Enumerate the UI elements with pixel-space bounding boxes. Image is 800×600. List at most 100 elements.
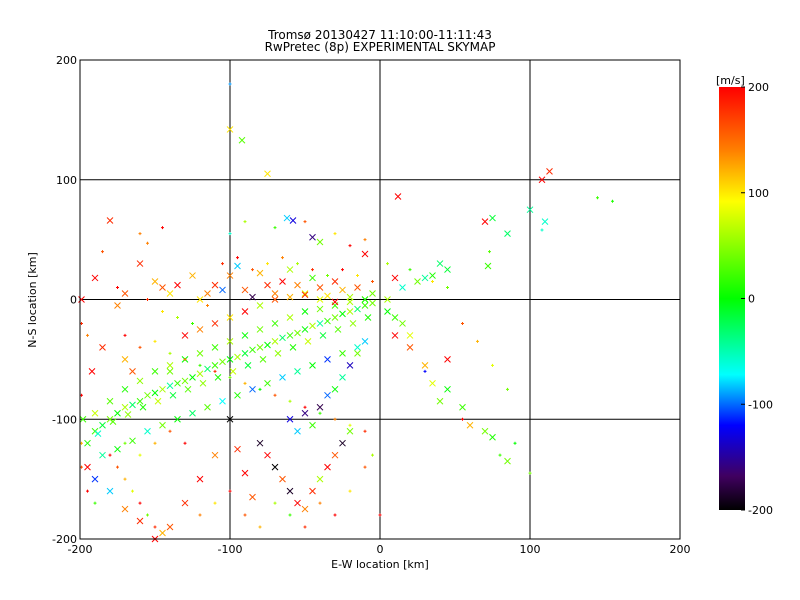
data-point xyxy=(333,417,337,421)
data-point xyxy=(364,314,372,321)
data-point xyxy=(84,463,91,471)
data-point xyxy=(249,293,256,301)
data-point xyxy=(311,268,314,272)
data-point xyxy=(271,296,279,303)
data-point xyxy=(241,469,249,477)
y-tick-label: 200 xyxy=(56,54,77,67)
data-point xyxy=(538,176,546,184)
data-point xyxy=(363,429,367,433)
data-point xyxy=(461,321,464,325)
data-point xyxy=(506,387,509,391)
data-point xyxy=(139,403,147,411)
data-point xyxy=(504,230,511,237)
data-point xyxy=(189,272,196,279)
data-point xyxy=(286,415,294,423)
data-point xyxy=(189,373,196,381)
data-point xyxy=(99,451,106,459)
data-point xyxy=(273,501,277,505)
data-point xyxy=(354,350,361,357)
data-point xyxy=(361,250,369,258)
x-tick-label: 200 xyxy=(670,543,691,556)
x-axis-label: E-W location [km] xyxy=(331,558,429,571)
data-point xyxy=(346,362,354,369)
data-point xyxy=(431,280,434,284)
colorbar-tick-label: -100 xyxy=(748,398,773,411)
data-point xyxy=(189,409,196,417)
data-point xyxy=(273,393,277,397)
data-point xyxy=(129,437,136,445)
data-point xyxy=(286,293,294,301)
data-point xyxy=(226,338,234,345)
data-point xyxy=(136,517,144,525)
data-point xyxy=(288,513,292,517)
data-point xyxy=(181,332,189,339)
data-point xyxy=(356,274,359,278)
data-point xyxy=(79,415,87,423)
data-point xyxy=(196,296,204,303)
data-point xyxy=(99,421,106,429)
data-point xyxy=(166,382,174,390)
y-axis-label: N-S location [km] xyxy=(26,252,39,348)
data-point xyxy=(309,274,316,282)
data-point xyxy=(241,308,249,315)
data-point xyxy=(138,453,142,457)
data-point xyxy=(286,487,294,495)
data-point xyxy=(429,379,436,387)
data-point xyxy=(301,308,309,315)
data-point xyxy=(369,299,376,307)
data-point xyxy=(86,489,89,493)
y-tick-label: -100 xyxy=(52,413,77,426)
data-point xyxy=(339,373,346,381)
data-point xyxy=(249,385,256,393)
data-point xyxy=(249,346,256,354)
data-point xyxy=(528,471,532,475)
data-point xyxy=(281,256,284,260)
data-point xyxy=(339,439,346,447)
data-point xyxy=(153,525,157,529)
data-point xyxy=(301,505,309,513)
data-point xyxy=(243,381,247,385)
data-point xyxy=(266,262,269,266)
data-point xyxy=(361,338,369,345)
data-point xyxy=(406,332,414,339)
data-point xyxy=(153,339,157,343)
data-point xyxy=(271,290,279,297)
data-point xyxy=(526,206,534,214)
data-point xyxy=(436,397,444,405)
data-point xyxy=(151,278,159,285)
x-tick-label: -200 xyxy=(68,543,93,556)
data-point xyxy=(196,326,204,333)
data-point xyxy=(99,344,106,351)
data-point xyxy=(196,475,204,483)
data-point xyxy=(176,315,179,319)
data-point xyxy=(114,302,121,309)
data-point xyxy=(256,326,264,333)
data-point xyxy=(226,356,234,363)
data-point xyxy=(294,329,301,337)
data-point xyxy=(229,367,237,375)
data-point xyxy=(228,82,232,86)
data-point xyxy=(91,409,99,417)
data-point xyxy=(294,427,301,435)
data-point xyxy=(174,281,181,289)
data-point xyxy=(303,220,307,224)
data-point xyxy=(481,218,489,226)
data-point xyxy=(221,262,224,266)
data-point xyxy=(371,280,374,284)
data-point xyxy=(484,262,492,270)
data-point xyxy=(264,341,271,349)
y-tick-label: 0 xyxy=(70,294,77,307)
data-point xyxy=(309,487,316,495)
data-point xyxy=(159,421,166,429)
data-point xyxy=(316,305,324,313)
data-point xyxy=(123,441,127,445)
data-point xyxy=(429,272,436,279)
x-tick-label: 0 xyxy=(377,543,384,556)
data-point xyxy=(199,379,207,387)
colorbar-tick-label: 100 xyxy=(748,187,769,200)
data-point xyxy=(174,379,181,387)
data-point xyxy=(309,233,316,241)
data-point xyxy=(123,333,127,337)
data-point xyxy=(264,170,271,178)
data-point xyxy=(264,281,271,289)
